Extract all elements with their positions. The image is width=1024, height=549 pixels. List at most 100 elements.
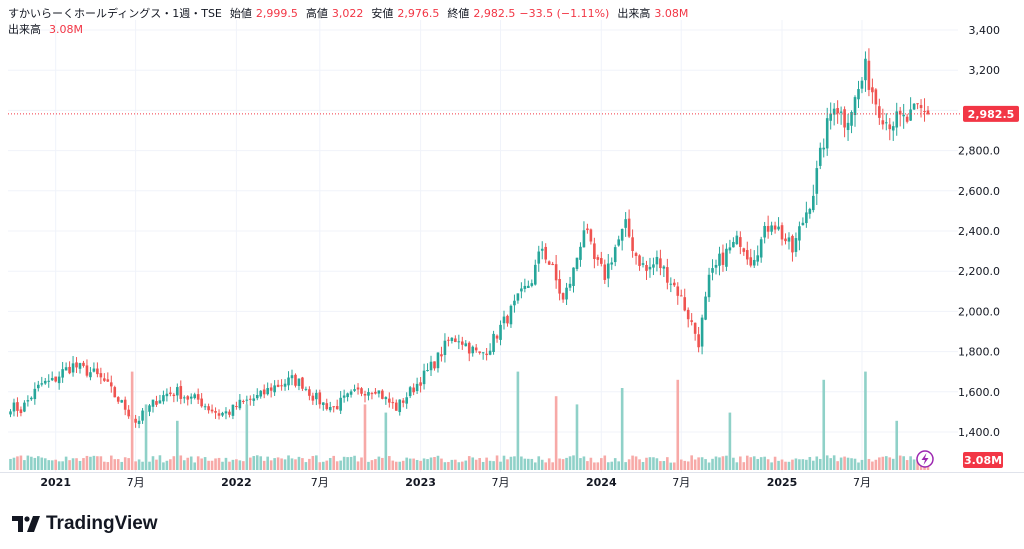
volume-bar	[829, 458, 832, 470]
candle-body	[704, 296, 707, 320]
candle-body	[259, 390, 263, 397]
candle-body	[57, 376, 61, 384]
candle-body	[648, 266, 652, 270]
volume-bar	[801, 459, 805, 470]
tradingview-logo[interactable]: TradingView	[12, 513, 158, 535]
volume-bar	[613, 458, 617, 470]
volume-bar	[61, 461, 64, 470]
volume-bar	[891, 458, 895, 470]
volume-bar	[68, 460, 71, 470]
volume-bar	[165, 460, 169, 470]
candle-body	[822, 147, 826, 150]
candle-body	[356, 387, 360, 390]
candle-body	[210, 409, 214, 412]
volume-bar	[297, 456, 301, 470]
volume-bar	[40, 457, 44, 470]
volume-bar	[426, 459, 429, 470]
candle-body	[68, 366, 71, 374]
candle-body	[603, 264, 607, 280]
candle-body	[610, 262, 614, 265]
volume-bar	[304, 462, 308, 470]
close-value: 2,982.5	[473, 7, 516, 20]
volume-bar	[71, 458, 75, 470]
volume-bar	[756, 458, 760, 470]
high-value: 3,022	[331, 7, 364, 20]
y-tick-label: 1,800.0	[958, 346, 1000, 359]
candle-body	[311, 395, 315, 401]
candle-body	[374, 391, 377, 394]
volume-bar	[867, 458, 871, 470]
candle-body	[280, 385, 283, 387]
candle-body	[82, 362, 85, 366]
volume-bar	[777, 460, 780, 470]
lightning-icon[interactable]	[916, 450, 934, 468]
candle-body	[429, 361, 433, 371]
volume-bar	[617, 461, 620, 470]
volume-bar	[381, 457, 384, 470]
brand-name: TradingView	[46, 513, 158, 534]
volume-bar	[735, 462, 739, 470]
volume-bar	[596, 462, 600, 470]
volume-bar	[589, 457, 593, 470]
candle-body	[812, 195, 815, 211]
x-tick-label: 2025	[767, 476, 798, 489]
volume-bar	[537, 456, 541, 470]
volume-bar	[144, 404, 148, 470]
candle-body	[61, 369, 64, 378]
volume-bar	[255, 455, 259, 470]
candle-body	[464, 343, 468, 347]
volume-bar	[294, 459, 297, 470]
candle-body	[193, 394, 196, 399]
volume-bar	[269, 460, 273, 470]
volume-bar	[287, 455, 290, 470]
candle-body	[808, 208, 812, 214]
volume-bar	[339, 460, 342, 470]
volume-bar	[460, 461, 464, 470]
volume-pane-label: 出来高	[8, 23, 41, 36]
candle-body	[499, 324, 502, 340]
candle-body	[652, 264, 655, 268]
volume-bar	[64, 456, 68, 470]
volume-bar	[176, 420, 179, 470]
close-label: 終値	[447, 7, 470, 20]
volume-bar	[238, 460, 242, 470]
volume-bar	[172, 456, 176, 470]
volume-bar	[280, 458, 283, 470]
volume-bar	[766, 459, 770, 470]
candle-body	[200, 398, 203, 407]
x-tick-label: 2022	[221, 476, 252, 489]
volume-bar	[169, 459, 172, 470]
volume-bar	[659, 461, 662, 470]
candle-body	[16, 402, 19, 411]
volume-bar	[540, 459, 544, 470]
candle-body	[794, 238, 798, 252]
candle-body	[457, 341, 461, 343]
candle-body	[273, 385, 276, 393]
volume-bar	[113, 459, 117, 470]
volume-bar	[718, 457, 721, 470]
candle-body	[766, 225, 770, 232]
y-tick-label: 2,800.0	[958, 145, 1000, 158]
volume-bar	[565, 457, 568, 470]
volume-bar	[864, 371, 867, 470]
volume-pane-value: 3.08M	[49, 23, 83, 36]
candle-body	[871, 87, 874, 93]
symbol-title[interactable]: すかいらーくホールディングス・1週・TSE	[8, 7, 222, 20]
candle-body	[141, 410, 144, 421]
candle-body	[440, 354, 443, 357]
candle-body	[217, 413, 221, 416]
candle-body	[530, 283, 534, 286]
candle-body	[700, 317, 704, 347]
volume-bar	[123, 457, 127, 470]
volume-bar	[16, 456, 19, 470]
volume-bar	[367, 461, 370, 470]
candle-body	[447, 339, 450, 341]
candle-body	[627, 218, 631, 237]
volume-bar	[839, 457, 843, 470]
volume-bar	[148, 461, 151, 470]
volume-bar	[544, 462, 548, 470]
candle-body	[103, 378, 106, 381]
volume-bar	[770, 462, 773, 470]
candle-body	[315, 392, 318, 400]
